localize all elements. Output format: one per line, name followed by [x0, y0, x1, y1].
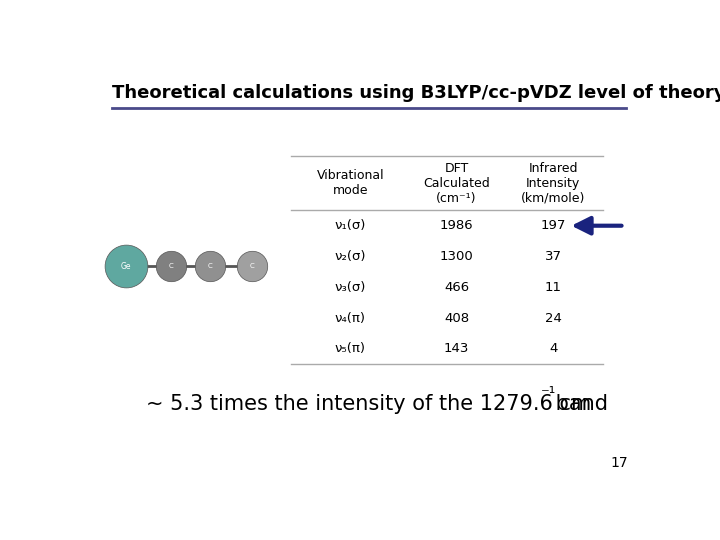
Text: 17: 17: [611, 456, 629, 470]
Point: [120, 262, 132, 271]
Text: ν₃(σ): ν₃(σ): [335, 281, 366, 294]
Text: 197: 197: [541, 219, 566, 232]
Text: 143: 143: [444, 342, 469, 355]
Text: band: band: [549, 394, 608, 414]
Text: C: C: [207, 264, 212, 269]
Text: 4: 4: [549, 342, 557, 355]
Text: 11: 11: [545, 281, 562, 294]
Point: [165, 262, 176, 271]
Text: C: C: [168, 264, 174, 269]
Text: 408: 408: [444, 312, 469, 325]
Text: 466: 466: [444, 281, 469, 294]
Text: DFT
Calculated
(cm⁻¹): DFT Calculated (cm⁻¹): [423, 162, 490, 205]
Text: Theoretical calculations using B3LYP/cc-pVDZ level of theory: Theoretical calculations using B3LYP/cc-…: [112, 84, 720, 102]
Point: [204, 262, 216, 271]
Text: ν₂(σ): ν₂(σ): [335, 250, 366, 263]
Text: ν₅(π): ν₅(π): [335, 342, 366, 355]
Text: 37: 37: [545, 250, 562, 263]
Text: ⁻¹: ⁻¹: [541, 385, 557, 403]
Text: Vibrational
mode: Vibrational mode: [316, 170, 384, 197]
Text: 24: 24: [545, 312, 562, 325]
Text: ν₄(π): ν₄(π): [335, 312, 366, 325]
Text: ν₁(σ): ν₁(σ): [335, 219, 366, 232]
Text: Ge: Ge: [121, 262, 132, 271]
Text: Infrared
Intensity
(km/mole): Infrared Intensity (km/mole): [521, 162, 585, 205]
Text: ~ 5.3 times the intensity of the 1279.6 cm: ~ 5.3 times the intensity of the 1279.6 …: [146, 394, 592, 414]
Text: C: C: [249, 264, 254, 269]
Text: 1986: 1986: [440, 219, 473, 232]
Text: 1300: 1300: [440, 250, 473, 263]
Point: [246, 262, 258, 271]
